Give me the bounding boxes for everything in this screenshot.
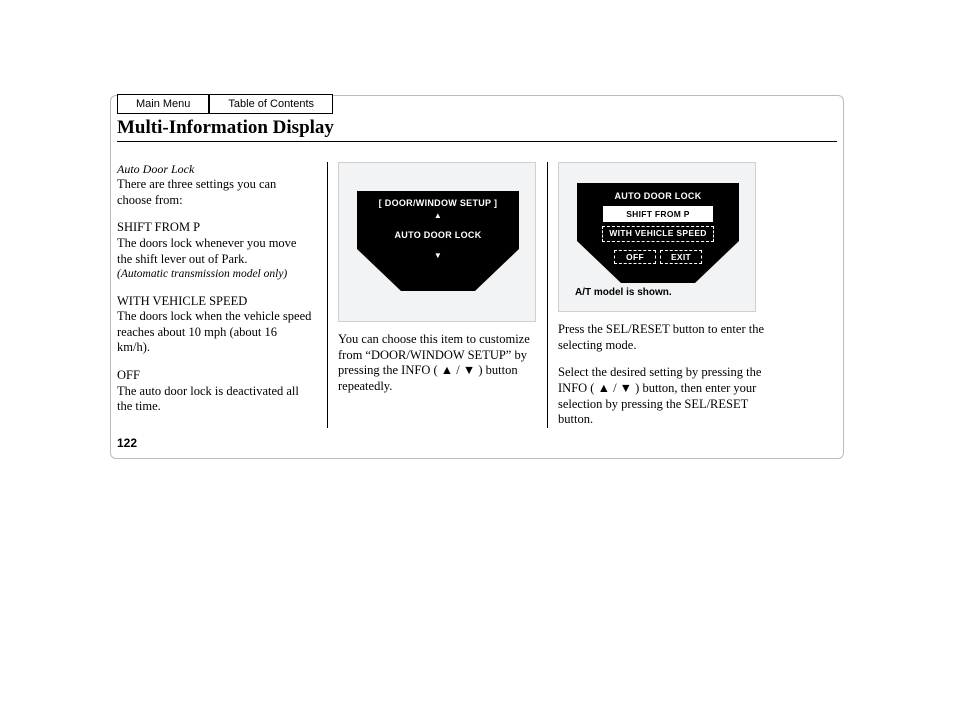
page-number: 122 (117, 436, 137, 450)
manual-page: Main Menu Table of Contents Multi-Inform… (110, 95, 844, 459)
title-rule (117, 141, 837, 142)
setting-1-desc: The doors lock whenever you move the shi… (117, 236, 313, 267)
section-subhead: Auto Door Lock (117, 162, 313, 177)
down-arrow-icon: ▼ (357, 252, 519, 260)
content-columns: Auto Door Lock There are three settings … (111, 162, 843, 458)
screen1-line2: AUTO DOOR LOCK (357, 230, 519, 241)
column-1: Auto Door Lock There are three settings … (117, 162, 327, 428)
toc-button[interactable]: Table of Contents (209, 94, 333, 114)
setting-3-name: OFF (117, 368, 313, 384)
setting-3-desc: The auto door lock is deactivated all th… (117, 384, 313, 415)
display-shape-2: AUTO DOOR LOCK SHIFT FROM P WITH VEHICLE… (577, 183, 739, 283)
screen2-opt2: WITH VEHICLE SPEED (602, 226, 714, 242)
nav-button-row: Main Menu Table of Contents (111, 95, 843, 115)
display-inner-1: [ DOOR/WINDOW SETUP ] ▲ AUTO DOOR LOCK ▼ (357, 191, 519, 260)
display-screen-1: [ DOOR/WINDOW SETUP ] ▲ AUTO DOOR LOCK ▼ (338, 162, 536, 322)
screen2-opt3: OFF (614, 250, 656, 265)
screen2-bottom-row: OFF EXIT (577, 246, 739, 265)
display-screen-2: AUTO DOOR LOCK SHIFT FROM P WITH VEHICLE… (558, 162, 756, 312)
column-3: AUTO DOOR LOCK SHIFT FROM P WITH VEHICLE… (547, 162, 777, 428)
display-inner-2: AUTO DOOR LOCK SHIFT FROM P WITH VEHICLE… (577, 183, 739, 264)
setting-2-name: WITH VEHICLE SPEED (117, 294, 313, 310)
screen2-opt1: SHIFT FROM P (603, 206, 713, 222)
screen2-opt4: EXIT (660, 250, 702, 265)
up-arrow-icon: ▲ (357, 212, 519, 220)
column-2: [ DOOR/WINDOW SETUP ] ▲ AUTO DOOR LOCK ▼… (327, 162, 547, 428)
intro-text: There are three settings you can choose … (117, 177, 313, 208)
setting-2-desc: The doors lock when the vehicle speed re… (117, 309, 313, 356)
screen1-line1: [ DOOR/WINDOW SETUP ] (357, 198, 519, 209)
screen2-title: AUTO DOOR LOCK (577, 191, 739, 202)
col3-para2: Select the desired setting by pressing t… (558, 365, 777, 428)
main-menu-button[interactable]: Main Menu (117, 94, 209, 114)
screen2-caption: A/T model is shown. (575, 287, 672, 300)
page-title: Multi-Information Display (117, 117, 843, 139)
col2-paragraph: You can choose this item to customize fr… (338, 332, 533, 395)
setting-1-note: (Automatic transmission model only) (117, 267, 313, 281)
display-shape-1: [ DOOR/WINDOW SETUP ] ▲ AUTO DOOR LOCK ▼ (357, 191, 519, 291)
col3-para1: Press the SEL/RESET button to enter the … (558, 322, 777, 353)
setting-1-name: SHIFT FROM P (117, 220, 313, 236)
